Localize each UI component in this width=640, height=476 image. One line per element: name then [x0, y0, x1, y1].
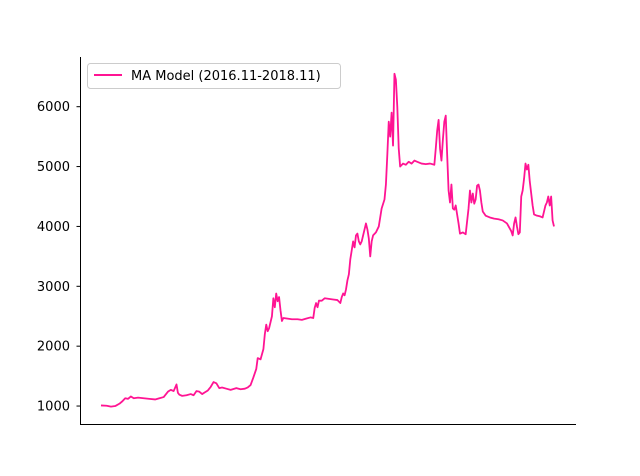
y-tick-label: 4000: [37, 220, 70, 235]
legend-label: MA Model (2016.11-2018.11): [131, 69, 321, 84]
y-tick-label: 1000: [37, 400, 70, 415]
legend: MA Model (2016.11-2018.11): [87, 63, 341, 89]
y-tick-label: 3000: [37, 280, 70, 295]
axes: [80, 57, 576, 425]
series-line-0: [100, 72, 555, 408]
y-tick-label: 2000: [37, 340, 70, 355]
y-ticks: 1000 2000 3000 4000 5000 6000: [37, 100, 81, 415]
y-tick-label: 6000: [37, 100, 70, 115]
series-layer: [100, 72, 555, 408]
y-tick-label: 5000: [37, 160, 70, 175]
legend-box: [87, 63, 341, 89]
